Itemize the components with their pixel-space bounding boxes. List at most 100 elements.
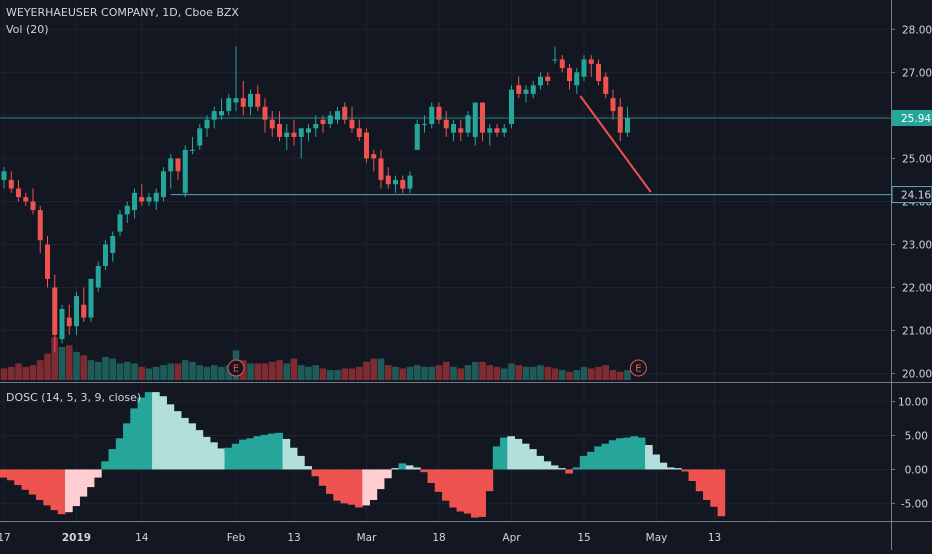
volume-bar [334, 370, 341, 380]
time-tick-label: May [646, 532, 668, 544]
grid-lines [0, 0, 891, 521]
candle-body [306, 128, 311, 133]
volume-bar [558, 370, 566, 380]
candle-body [161, 171, 166, 198]
time-tick-label: 14 [135, 532, 149, 544]
dosc-tick-label: -5.00 [901, 498, 928, 510]
volume-bar [348, 368, 356, 380]
dosc-bar [594, 446, 602, 470]
dosc-bar [36, 469, 44, 500]
volume-legend[interactable]: Vol (20) [6, 23, 49, 36]
volume-bar [51, 337, 59, 380]
candle-body [132, 192, 137, 211]
dosc-bar [304, 466, 312, 470]
volume-bar [131, 363, 138, 380]
price-tick-label: 21.00 [902, 326, 932, 338]
dosc-bar [347, 469, 356, 505]
dosc-bar [50, 469, 59, 511]
candle-body [414, 124, 420, 150]
dosc-bar [340, 469, 349, 504]
candle-body [356, 128, 362, 137]
symbol-title[interactable]: WEYERHAEUSER COMPANY, 1D, Cboe BZX [6, 6, 239, 19]
candle-body [298, 128, 304, 137]
candle-body [226, 98, 232, 112]
dosc-bar [369, 469, 378, 500]
candle-body [559, 59, 565, 69]
dosc-bar [514, 438, 523, 470]
dosc-bar [478, 469, 486, 517]
dosc-bar [463, 469, 472, 514]
candle-body [103, 244, 108, 266]
volume-bar [247, 363, 254, 380]
candle-body [617, 106, 623, 133]
candle-body [509, 89, 514, 125]
earnings-marker [227, 359, 245, 377]
volume-bar [624, 370, 631, 380]
volume-bar [123, 361, 131, 380]
dosc-bar [260, 434, 269, 470]
dosc-bar [144, 392, 153, 470]
volume-bar [537, 365, 544, 380]
time-axis[interactable]: 17 2019 14 Feb 13 Mar 18 Apr 15 May 13 [0, 532, 721, 544]
candle-body [182, 149, 188, 193]
dosc-bar [355, 469, 363, 508]
candle-body [175, 158, 181, 172]
candle-body [30, 201, 36, 211]
volume-bar [65, 345, 73, 380]
volume-bar [167, 363, 175, 380]
candle-body [320, 119, 326, 125]
volume-bar [551, 368, 559, 380]
dosc-bar [318, 469, 327, 486]
candle-body [574, 72, 580, 86]
dosc-bar [79, 469, 88, 497]
dosc-bar [695, 469, 704, 492]
volume-bar [210, 365, 218, 380]
volume-bar [7, 366, 15, 380]
dosc-bar [65, 469, 73, 513]
volume-bar [94, 361, 102, 380]
volume-bar [225, 365, 233, 380]
volume-bar [450, 366, 457, 380]
volume-bar [587, 368, 595, 380]
volume-bar [297, 365, 305, 380]
dosc-bar [173, 411, 182, 470]
volume-bar [58, 347, 66, 380]
dosc-bar [536, 455, 544, 470]
candle-body [335, 111, 340, 120]
dosc-bar [659, 462, 668, 470]
time-tick-label: 18 [432, 532, 445, 544]
dosc-legend[interactable]: DOSC (14, 5, 3, 9, close) [6, 391, 142, 404]
volume-bar [102, 356, 109, 380]
volume-bar [276, 360, 283, 380]
dosc-histogram [0, 392, 726, 518]
volume-bar [326, 370, 334, 380]
candle-body [385, 175, 391, 185]
volume-bar [305, 366, 312, 380]
candle-body [407, 175, 413, 189]
candle-body [349, 119, 355, 129]
dosc-bar [384, 469, 392, 479]
volume-bar [0, 368, 8, 380]
dosc-axis[interactable]: 10.00 5.00 0.00 -5.00 [891, 397, 928, 511]
dosc-bar [130, 408, 138, 470]
volume-bar [602, 365, 610, 380]
candle-body [117, 214, 123, 232]
candle-body [8, 179, 14, 189]
price-axis[interactable]: 28.0027.0026.0025.0024.0023.0022.0021.00… [891, 24, 932, 381]
dosc-bar [159, 396, 167, 470]
volume-bar [87, 360, 95, 380]
volume-bar [363, 361, 370, 380]
dosc-bar [202, 436, 211, 470]
volume-bar [616, 371, 624, 380]
volume-bar [268, 361, 276, 380]
candle-body [422, 124, 427, 126]
earnings-marker-label: E [233, 364, 239, 375]
volume-bar [218, 366, 225, 380]
dosc-bar [652, 454, 660, 470]
price-tick-label: 20.00 [902, 369, 932, 381]
dosc-bar [601, 443, 610, 470]
candle-body [313, 124, 319, 129]
dosc-bar [717, 469, 726, 517]
dosc-bar [72, 469, 80, 507]
